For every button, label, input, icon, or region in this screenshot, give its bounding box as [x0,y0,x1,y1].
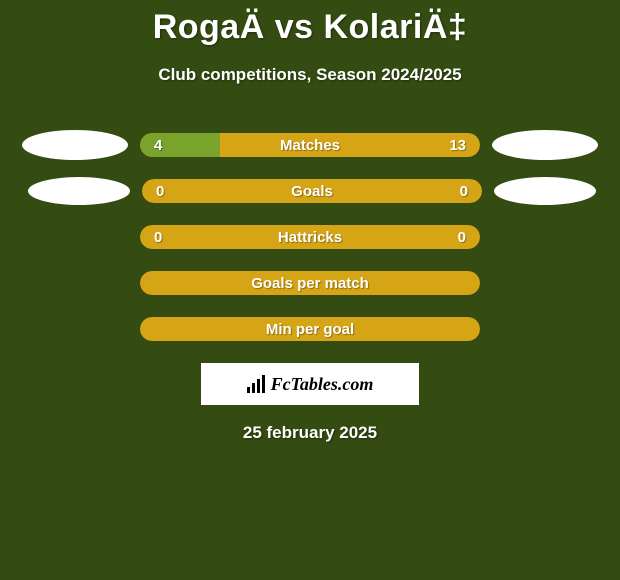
stat-bar: 0 Goals 0 [142,179,482,203]
stat-label: Matches [280,137,340,154]
player-left-icon [28,177,130,205]
stat-bar: 4 Matches 13 [140,133,480,157]
bar-content: 4 Matches 13 [140,137,480,154]
stat-row: 0 Hattricks 0 [0,225,620,249]
stat-row: 4 Matches 13 [0,133,620,157]
brand-icon [247,375,265,393]
brand-badge[interactable]: FcTables.com [201,363,419,405]
stat-left-value: 4 [154,137,162,154]
brand-text: FcTables.com [271,374,374,395]
stat-bar: Min per goal [140,317,480,341]
bar-content: 0 Hattricks 0 [140,229,480,246]
stat-right-value: 0 [460,183,468,200]
stat-left-value: 0 [156,183,164,200]
page-title: RogaÄ vs KolariÄ‡ [0,8,620,47]
stat-bar: Goals per match [140,271,480,295]
stat-label: Goals [291,183,333,200]
subtitle: Club competitions, Season 2024/2025 [0,65,620,85]
date-label: 25 february 2025 [0,423,620,443]
stat-row: Min per goal [0,317,620,341]
stat-label: Goals per match [251,275,369,292]
player-left-icon [22,130,128,160]
player-right-icon [494,177,596,205]
bar-content: 0 Goals 0 [142,183,482,200]
stat-label: Min per goal [266,321,354,338]
comparison-card: RogaÄ vs KolariÄ‡ Club competitions, Sea… [0,0,620,443]
player-right-icon [492,130,598,160]
stat-row: Goals per match [0,271,620,295]
stats-section: 4 Matches 13 0 Goals 0 0 Hattricks 0 Goals per ma… [0,133,620,341]
stat-row: 0 Goals 0 [0,179,620,203]
stat-left-value: 0 [154,229,162,246]
stat-label: Hattricks [278,229,342,246]
stat-right-value: 13 [449,137,466,154]
stat-bar: 0 Hattricks 0 [140,225,480,249]
stat-right-value: 0 [458,229,466,246]
